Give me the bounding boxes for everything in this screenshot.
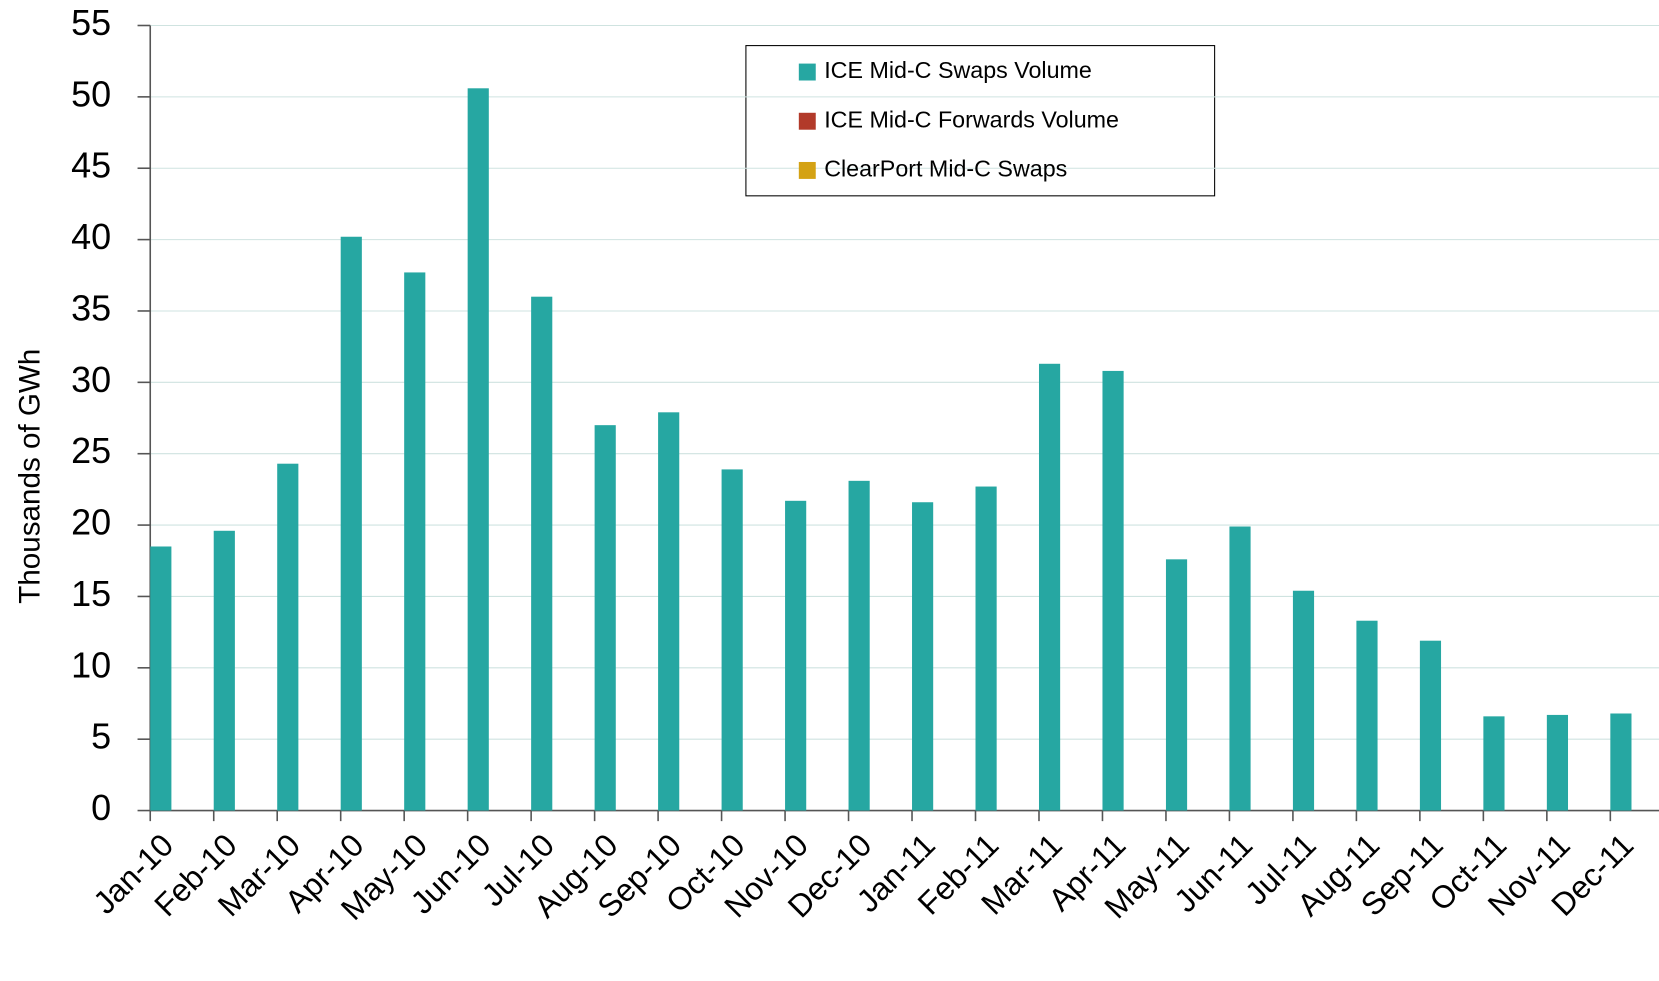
y-tick-label: 10 [71,644,111,685]
y-tick-label: 20 [71,502,111,543]
legend-label: ICE Mid-C Forwards Volume [824,106,1119,132]
bar [721,469,743,811]
legend-box [745,45,1216,197]
bar [912,502,934,811]
y-tick-label: 50 [71,73,111,114]
bar [1165,559,1188,811]
bar [848,480,870,811]
bar [1419,640,1442,811]
legend-swatch [798,112,816,130]
bar [1483,716,1505,811]
bar [594,425,616,811]
y-tick-label: 35 [71,287,111,328]
bar [1610,713,1632,811]
bar [531,296,553,811]
bar [404,272,426,811]
y-tick-label: 30 [71,359,111,400]
bar [785,500,807,811]
bar [1546,714,1569,811]
bar [1038,363,1061,811]
bar [277,463,299,811]
legend-label: ClearPort Mid-C Swaps [824,156,1067,182]
bar [150,546,172,811]
bar [213,530,235,811]
bar [467,88,489,811]
y-tick-label: 40 [71,216,111,257]
y-tick-label: 55 [71,2,111,43]
bar [1229,526,1251,811]
bar [658,412,680,811]
y-tick-label: 5 [91,716,111,757]
bar [340,236,362,811]
legend-swatch [798,63,816,81]
bar [1102,370,1124,811]
legend-label: ICE Mid-C Swaps Volume [824,57,1092,83]
legend-swatch [798,161,816,179]
y-axis-label: Thousands of GWh [14,349,47,604]
bar [1292,590,1315,811]
y-tick-label: 15 [71,573,111,614]
bar [1356,620,1378,811]
y-tick-label: 25 [71,430,111,471]
bar [975,486,997,811]
y-tick-label: 0 [91,787,111,828]
y-tick-label: 45 [71,145,111,186]
